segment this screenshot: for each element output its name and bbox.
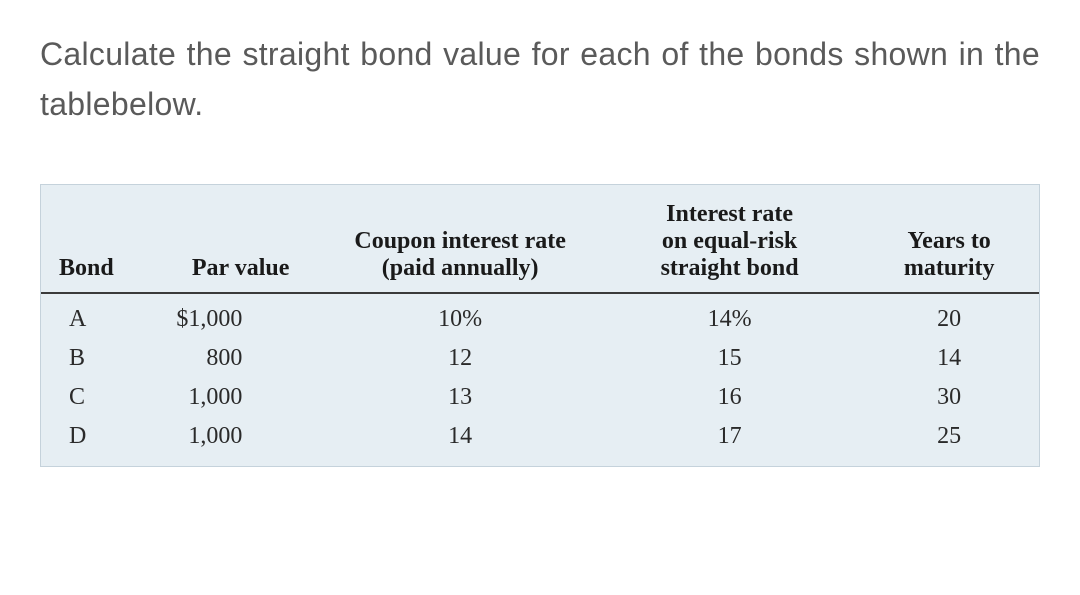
cell-interest: 17 xyxy=(600,417,859,466)
table-row: D 1,000 14 17 25 xyxy=(41,417,1039,466)
cell-years: 30 xyxy=(859,378,1039,417)
cell-bond: B xyxy=(41,339,161,378)
col-header-bond: Bond xyxy=(41,185,161,293)
cell-coupon: 12 xyxy=(320,339,599,378)
cell-interest: 16 xyxy=(600,378,859,417)
col-header-interest-l2: on equal-risk xyxy=(662,228,797,254)
cell-years: 25 xyxy=(859,417,1039,466)
col-header-years: Years to maturity xyxy=(859,185,1039,293)
cell-bond: A xyxy=(41,293,161,339)
col-header-coupon: Coupon interest rate (paid annually) xyxy=(320,185,599,293)
bond-table: Bond Par value Coupon interest rate (pai… xyxy=(41,185,1039,466)
table-header-row: Bond Par value Coupon interest rate (pai… xyxy=(41,185,1039,293)
cell-interest: 15 xyxy=(600,339,859,378)
col-header-coupon-l1: Coupon interest rate xyxy=(354,228,566,254)
cell-years: 14 xyxy=(859,339,1039,378)
cell-par: 1,000 xyxy=(161,417,321,466)
cell-years: 20 xyxy=(859,293,1039,339)
cell-coupon: 10% xyxy=(320,293,599,339)
cell-coupon: 13 xyxy=(320,378,599,417)
col-header-years-l2: maturity xyxy=(904,255,995,281)
cell-par: $1,000 xyxy=(161,293,321,339)
cell-par: 1,000 xyxy=(161,378,321,417)
cell-coupon: 14 xyxy=(320,417,599,466)
col-header-years-l1: Years to xyxy=(908,228,991,254)
bond-table-container: Bond Par value Coupon interest rate (pai… xyxy=(40,184,1040,467)
cell-bond: C xyxy=(41,378,161,417)
question-text: Calculate the straight bond value for ea… xyxy=(40,30,1040,129)
cell-par: 800 xyxy=(161,339,321,378)
col-header-interest: Interest rate on equal-risk straight bon… xyxy=(600,185,859,293)
col-header-interest-l3: straight bond xyxy=(661,255,799,281)
table-row: B 800 12 15 14 xyxy=(41,339,1039,378)
table-row: C 1,000 13 16 30 xyxy=(41,378,1039,417)
col-header-coupon-l2: (paid annually) xyxy=(382,255,539,281)
cell-bond: D xyxy=(41,417,161,466)
cell-interest: 14% xyxy=(600,293,859,339)
col-header-par: Par value xyxy=(161,185,321,293)
col-header-interest-l1: Interest rate xyxy=(666,201,793,227)
table-row: A $1,000 10% 14% 20 xyxy=(41,293,1039,339)
